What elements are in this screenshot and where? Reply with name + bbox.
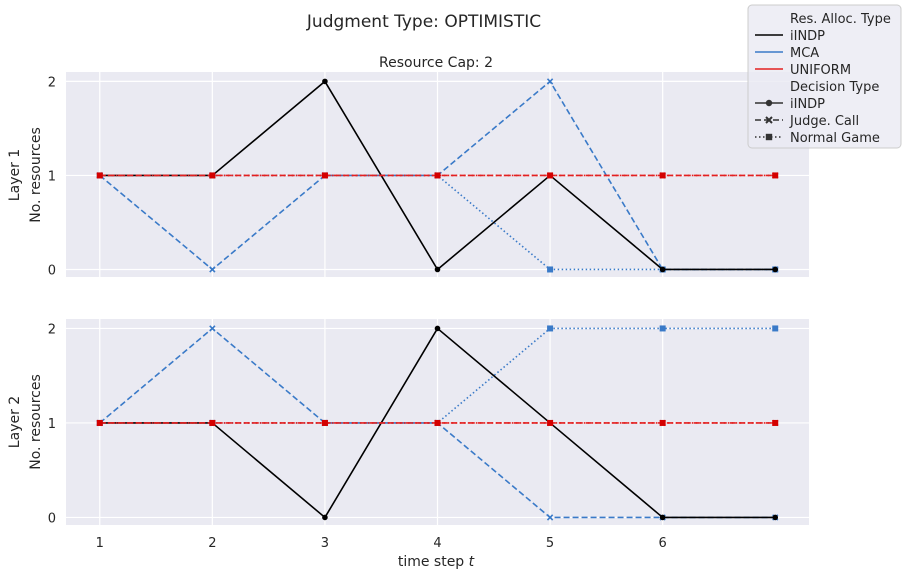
layer-2-point-mca — [209, 325, 216, 332]
legend-marker — [765, 116, 773, 124]
x-tick-label: 3 — [321, 536, 329, 551]
legend-alloc-entry: iINDP — [790, 29, 825, 44]
legend-alloc-entry: MCA — [790, 46, 819, 61]
layer-1-point-uniform — [209, 172, 216, 179]
layer-1-ylabel-line1: Layer 1 — [7, 149, 23, 201]
legend-box — [747, 4, 902, 149]
layer-1-point-uniform — [772, 172, 779, 179]
layer-2-point-iindp — [659, 514, 666, 521]
layer-2-point-iindp — [434, 325, 441, 332]
figure-title: Judgment Type: OPTIMISTIC — [306, 12, 541, 32]
layer-2-point-uniform — [434, 419, 441, 426]
layer-2-point-uniform — [96, 419, 103, 426]
x-tick-labels: 1 2 3 4 5 6 — [96, 536, 667, 551]
layer-2-point-iindp — [772, 514, 779, 521]
x-axis-label: time step t — [398, 554, 475, 570]
layer-2-point-mca — [546, 514, 554, 521]
layer-1-point-mca — [546, 78, 554, 85]
layer-1-point-uniform — [321, 172, 328, 179]
layer-1-title: Resource Cap: 2 — [379, 55, 493, 71]
legend-decision-title: Decision Type — [790, 80, 879, 95]
layer-1-point-iindp — [659, 266, 666, 273]
layer-2-point-iindp — [322, 514, 328, 521]
layer-2-point-uniform — [547, 419, 554, 426]
layer-2-y-ticks: 0 1 2 — [48, 322, 56, 526]
legend-alloc-title: Res. Alloc. Type — [790, 12, 891, 27]
layer-2-point-uniform — [659, 419, 666, 426]
layer-1-point-mca — [209, 266, 216, 273]
layer-1-series — [96, 78, 779, 273]
x-tick-label: 5 — [546, 536, 554, 551]
layer-1-y-tick-label: 2 — [48, 75, 56, 90]
layer-1-point-iindp — [434, 266, 441, 273]
layer-1-y-ticks: 0 1 2 — [48, 75, 56, 278]
layer-1-point-uniform — [434, 172, 441, 179]
x-tick-label: 6 — [659, 536, 667, 551]
layer-1-point-uniform — [659, 172, 666, 179]
layer-1-point-uniform — [96, 172, 103, 179]
layer-2-panel: 0 1 2 Layer 2 No. resources — [7, 319, 809, 526]
layer-2-y-tick-label: 2 — [48, 322, 56, 337]
layer-2-point-uniform — [209, 419, 216, 426]
layer-2-y-tick-label: 0 — [48, 511, 56, 526]
layer-1-point-iindp — [322, 78, 328, 85]
legend-decision-entry: Judge. Call — [789, 114, 859, 129]
legend-alloc-entry: UNIFORM — [790, 63, 851, 78]
layer-2-point-mca — [659, 325, 666, 332]
legend: Res. Alloc. Type iINDP MCA UNIFORM Decision … — [747, 4, 902, 149]
layer-2-y-tick-label: 1 — [48, 417, 56, 432]
layer-2-point-uniform — [772, 419, 779, 426]
layer-2-ylabel-line1: Layer 2 — [7, 396, 23, 448]
layer-1-point-iindp — [772, 266, 779, 273]
layer-1-y-tick-label: 1 — [48, 169, 56, 184]
legend-marker — [765, 133, 773, 141]
layer-2-point-uniform — [321, 419, 328, 426]
layer-2-ylabel-line2: No. resources — [28, 374, 44, 470]
legend-marker — [765, 99, 773, 107]
legend-decision-entry: Normal Game — [790, 131, 880, 146]
layer-2-point-mca — [772, 325, 779, 332]
layer-1-y-tick-label: 0 — [48, 263, 56, 278]
x-tick-label: 4 — [433, 536, 441, 551]
layer-2-point-mca — [547, 325, 554, 332]
x-tick-label: 2 — [208, 536, 216, 551]
layer-1-point-mca — [547, 266, 554, 273]
layer-2-series — [96, 325, 779, 521]
layer-1-point-uniform — [547, 172, 554, 179]
legend-decision-entry: iINDP — [790, 97, 825, 112]
x-tick-label: 1 — [96, 536, 104, 551]
layer-1-ylabel-line2: No. resources — [28, 127, 44, 223]
layer-1-panel: 0 1 2 Resource Cap: 2 Layer 1 No. resource… — [7, 55, 809, 278]
